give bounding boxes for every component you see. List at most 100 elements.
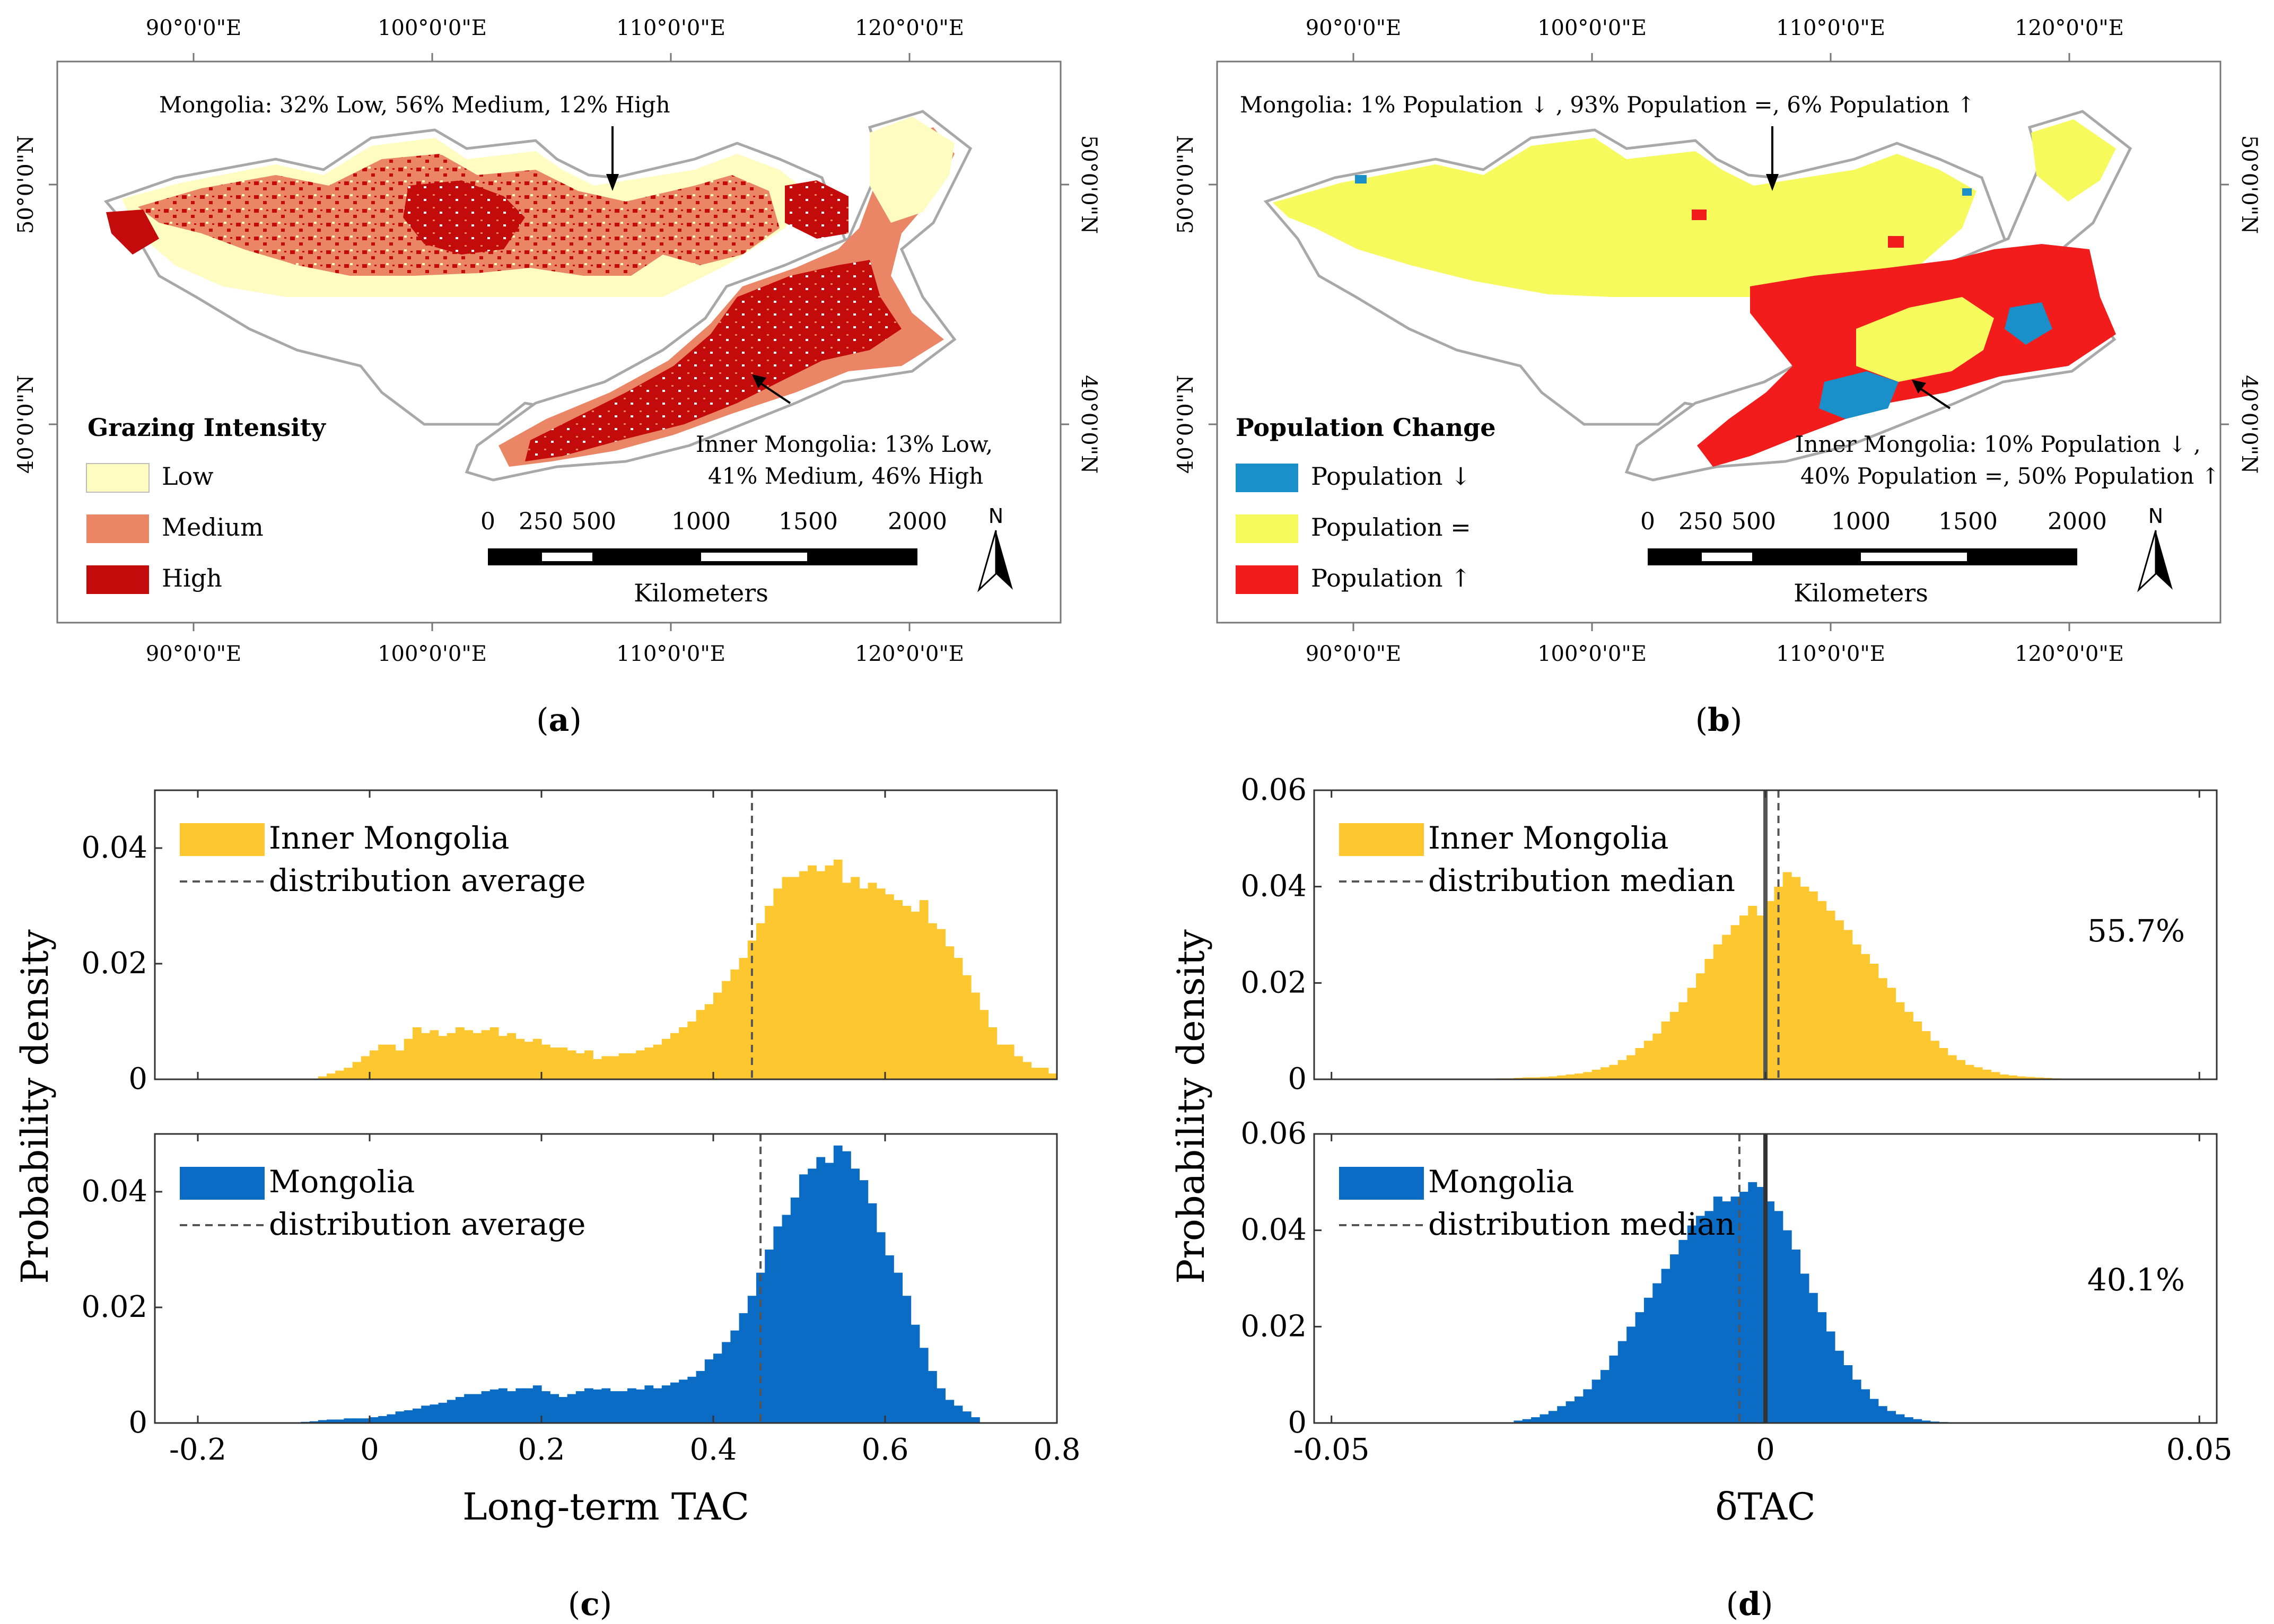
histogram-bar: [370, 1050, 379, 1079]
map-a-lat-right-50: 50°0'0"N: [1077, 135, 1101, 234]
histogram-bar: [1887, 1411, 1896, 1423]
histogram-bar: [1531, 1077, 1541, 1079]
map-a-scale-1000: 1000: [671, 508, 731, 535]
panel-label: (c): [568, 1586, 612, 1623]
histogram-bar: [1895, 1002, 1905, 1079]
legend-reference-label: distribution median: [1428, 1206, 1735, 1242]
map-a-legend-title: Grazing Intensity: [88, 413, 326, 442]
histogram-bar: [962, 975, 972, 1079]
histogram-bar: [868, 883, 877, 1079]
map-b-lon-bottom-4: 120°0'0"E: [2015, 642, 2124, 666]
map-b-legend-title: Population Change: [1236, 413, 1496, 442]
histogram-panels: 0 0.02 0.04 Inner Mongolia distribution aver…: [13, 773, 2233, 1623]
map-b-scale-0: 0: [1640, 508, 1655, 535]
histogram-bar: [327, 1419, 336, 1423]
histogram-bar: [851, 1168, 860, 1423]
histogram-bar: [507, 1033, 516, 1079]
histogram-bar: [473, 1394, 482, 1423]
map-a-mongolia-high-west: [106, 209, 159, 255]
map-a-lat-right-40: 40°0'0"N: [1077, 375, 1101, 474]
histogram-bar: [344, 1418, 353, 1423]
map-a-north-arrow-icon: N: [977, 504, 1013, 592]
map-b-scale-1500: 1500: [1938, 508, 1998, 535]
histogram-bar: [1913, 1419, 1922, 1423]
histogram-bar: [1713, 1197, 1722, 1423]
histogram-bar: [782, 877, 791, 1079]
histogram-bar: [644, 1047, 654, 1079]
histogram-bar: [1834, 920, 1844, 1079]
histogram-bar: [644, 1385, 654, 1423]
histogram-bar: [696, 1370, 705, 1423]
histogram-bar: [318, 1420, 327, 1423]
histogram-bar: [928, 923, 937, 1079]
histogram-bar: [825, 1163, 834, 1423]
histogram-bar: [945, 946, 955, 1079]
map-b-scale-bar: 0 250 500 1000 1500 2000 Kilometers: [1640, 508, 2107, 607]
histogram-bar: [1791, 1250, 1801, 1423]
histogram-bar: [825, 865, 834, 1079]
histogram-bar: [1921, 1420, 1931, 1423]
percent-label: 40.1%: [2087, 1262, 2185, 1298]
histogram-bar: [1782, 872, 1792, 1079]
histogram-bar: [395, 1050, 405, 1079]
histogram-bar: [945, 1400, 955, 1423]
histogram-bar: [765, 1250, 774, 1423]
histogram-bar: [636, 1050, 645, 1079]
histogram-bar: [610, 1391, 619, 1423]
histogram-bar: [1730, 1197, 1740, 1423]
map-a-scale-unit: Kilometers: [634, 579, 768, 607]
histogram-bar: [670, 1382, 679, 1423]
histogram-bar: [421, 1405, 430, 1423]
histogram-bar: [618, 1391, 628, 1423]
map-a-legend-label-medium: Medium: [162, 513, 264, 542]
map-b-inner-same: [1856, 297, 1994, 382]
histogram-bar: [1540, 1077, 1549, 1079]
histogram-bar: [1739, 1192, 1748, 1423]
map-a-legend-swatch-low: [86, 463, 150, 493]
histogram-bar: [1661, 1269, 1670, 1423]
histogram-bar: [1782, 1230, 1792, 1423]
legend-reference-label: distribution average: [269, 1206, 586, 1242]
histogram-bar: [1765, 901, 1774, 1079]
histogram-bar: [489, 1027, 499, 1079]
histogram-bar: [894, 900, 903, 1079]
map-a-legend-label-low: Low: [162, 462, 214, 491]
histogram-bar: [773, 888, 783, 1079]
histogram-bar: [661, 1385, 671, 1423]
histogram-bar: [1973, 1067, 1983, 1079]
histogram-bar: [885, 894, 894, 1079]
x-tick-label: 0: [1756, 1433, 1775, 1467]
y-tick-label: 0: [128, 1062, 147, 1096]
histogram-bar: [1643, 1297, 1653, 1423]
histogram-bar: [1939, 1047, 1948, 1079]
map-a-lon-top-4: 120°0'0"E: [855, 16, 964, 40]
histogram-bar: [1548, 1076, 1558, 1079]
map-a-mongolia-high-core: [403, 180, 525, 255]
histogram-bar: [1669, 1011, 1679, 1079]
histogram-bar: [833, 859, 843, 1079]
histogram-bar: [996, 1044, 1006, 1079]
histogram-bar: [1643, 1041, 1653, 1079]
histogram-bar: [584, 1050, 593, 1079]
y-tick-label: 0.02: [81, 946, 147, 981]
histogram-bar: [816, 1157, 826, 1423]
histogram-bar: [851, 877, 860, 1079]
legend-series-label: Mongolia: [269, 1164, 415, 1200]
histogram-bar: [1722, 935, 1731, 1079]
histogram-bar: [1557, 1406, 1567, 1423]
histogram-bar: [541, 1391, 550, 1423]
histogram-bar: [1878, 1406, 1887, 1423]
histogram-bar: [575, 1391, 585, 1423]
histogram-bar: [627, 1388, 636, 1423]
histogram-bar: [1574, 1396, 1584, 1423]
histogram-bar: [1956, 1060, 1966, 1079]
histogram-bar: [979, 1010, 989, 1079]
map-b-legend-label-same: Population =: [1311, 513, 1471, 542]
chart-c-subplot-inner-mongolia: 0 0.02 0.04 Inner Mongolia distribution aver…: [81, 789, 1058, 1096]
map-b-pop-down-spot-2: [1962, 188, 1972, 196]
histogram-bar: [713, 992, 722, 1079]
histogram-bar: [1947, 1055, 1957, 1079]
histogram-bar: [1617, 1060, 1627, 1079]
histogram-bar: [747, 1296, 757, 1423]
histogram-bar: [1791, 877, 1801, 1079]
